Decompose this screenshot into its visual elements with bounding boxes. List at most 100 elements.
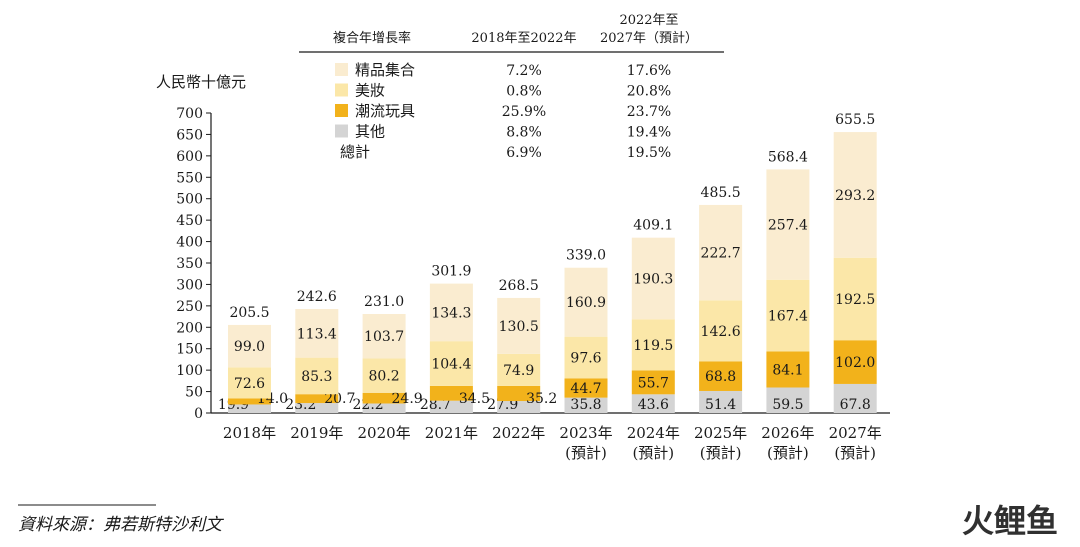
bar-segment	[766, 279, 810, 352]
x-tick-label: 2027年	[829, 424, 882, 442]
x-tick-sublabel: (預計)	[565, 444, 607, 462]
bar-value-label: 59.5	[772, 397, 803, 413]
y-tick-label: 600	[176, 149, 203, 165]
legend-series-label: 精品集合	[355, 61, 415, 79]
bar-total-label: 568.4	[768, 149, 808, 165]
legend-cagr-fcst: 20.8%	[627, 84, 671, 100]
bar-value-label: 192.5	[835, 292, 875, 308]
y-axis-title: 人民幣十億元	[156, 73, 246, 91]
legend-cagr-fcst: 19.4%	[627, 125, 671, 141]
x-tick-sublabel: (預計)	[632, 444, 674, 462]
bar-segment	[564, 267, 608, 337]
bar-segment	[362, 392, 406, 404]
bar-value-label: 35.2	[526, 391, 557, 407]
legend-cagr-fcst: 23.7%	[627, 104, 671, 120]
bar-value-label: 119.5	[633, 338, 673, 354]
bar-segment	[429, 400, 473, 413]
bar-value-label: 103.7	[364, 329, 404, 345]
bar-value-label: 85.3	[301, 369, 332, 385]
y-tick-label: 200	[176, 320, 203, 336]
x-tick-label: 2020年	[358, 424, 411, 442]
bar-segment	[631, 394, 675, 413]
x-tick-label: 2022年	[492, 424, 545, 442]
bar-value-label: 28.7	[420, 397, 451, 413]
bar-total-label: 409.1	[633, 218, 673, 234]
bar-segment	[833, 132, 877, 258]
bar-segment	[497, 401, 541, 413]
bar-value-label: 222.7	[701, 246, 741, 262]
y-tick-label: 250	[176, 299, 203, 315]
y-tick-label: 650	[176, 127, 203, 143]
bar-segment	[295, 309, 339, 358]
legend-swatch	[335, 124, 348, 138]
bar-value-label: 293.2	[835, 188, 875, 204]
legend-series-label: 美妝	[355, 82, 385, 100]
bar-segment	[564, 336, 608, 379]
bar-segment	[833, 257, 877, 341]
x-tick-label: 2023年	[559, 424, 612, 442]
bar-total-label: 231.0	[364, 294, 404, 310]
bar-segment	[564, 378, 608, 398]
bar-total-label: 339.0	[566, 248, 606, 264]
x-tick-label: 2021年	[425, 424, 478, 442]
legend-table: 複合年增長率 2018年至2022年 2022年至 2027年（預計） 精品集合 7.2%…	[299, 13, 724, 161]
y-tick-label: 450	[176, 213, 203, 229]
legend-swatch	[335, 63, 348, 76]
watermark-logo: 火鲤鱼	[962, 502, 1058, 540]
legend-header-fcst-line1: 2022年至	[619, 13, 678, 28]
legend-series-label: 其他	[355, 123, 385, 141]
bar-segment	[429, 341, 473, 386]
legend-cagr-hist: 25.9%	[502, 104, 546, 120]
bar-segment	[228, 367, 271, 399]
y-tick-label: 350	[176, 256, 203, 272]
bar-segment	[631, 319, 675, 371]
bar-total-label: 655.5	[835, 112, 875, 128]
legend-header-cagr: 複合年增長率	[333, 30, 411, 46]
legend-cagr-hist: 6.9%	[506, 145, 542, 161]
bar-value-label: 134.3	[431, 305, 471, 321]
x-tick-label: 2018年	[223, 424, 276, 442]
bar-segment	[833, 383, 877, 413]
bar-value-label: 99.0	[234, 339, 265, 355]
x-axis-labels: 2018年 2019年 2020年 2021年 2022年 2023年 (預計) 2024年 (…	[223, 424, 882, 462]
bar-value-label: 72.6	[234, 376, 265, 392]
bar-segment	[429, 283, 473, 342]
bar-segment	[228, 398, 271, 405]
bar-value-label: 97.6	[570, 351, 601, 367]
bar-segment	[564, 397, 608, 413]
legend-swatch	[335, 83, 348, 97]
y-tick-label: 300	[176, 277, 203, 293]
y-tick-label: 50	[185, 385, 203, 401]
bar-segment	[497, 385, 541, 402]
bar-segment	[228, 324, 271, 368]
bar-segment	[362, 314, 406, 359]
bar-value-label: 55.7	[638, 375, 669, 391]
bar-segment	[699, 204, 743, 301]
bar-value-label: 104.4	[431, 357, 471, 373]
x-tick-sublabel: (預計)	[834, 444, 876, 462]
bar-segment	[362, 358, 406, 393]
bar-total-label: 242.6	[297, 289, 337, 305]
bar-value-label: 35.8	[570, 397, 601, 413]
bar-total-label: 301.9	[431, 264, 471, 280]
source-note: 資料來源：弗若斯特沙利文	[18, 515, 225, 535]
bar-value-label: 44.7	[570, 381, 601, 397]
y-tick-label: 100	[176, 363, 203, 379]
bar-segment	[699, 390, 743, 413]
x-tick-label: 2025年	[694, 424, 747, 442]
bar-total-label: 485.5	[701, 185, 741, 201]
bar-segment	[631, 237, 675, 320]
bar-total-label: 205.5	[229, 305, 269, 321]
bar-segment	[362, 403, 406, 413]
legend-header-hist: 2018年至2022年	[471, 31, 576, 46]
y-tick-label: 0	[194, 406, 203, 422]
bar-value-label: 102.0	[835, 355, 875, 371]
bar-segment	[766, 387, 810, 413]
bar-value-label: 160.9	[566, 295, 606, 311]
y-tick-label: 500	[176, 192, 203, 208]
bar-value-label: 113.4	[297, 326, 337, 342]
bar-value-label: 43.6	[638, 397, 669, 413]
bar-segment	[699, 361, 743, 391]
